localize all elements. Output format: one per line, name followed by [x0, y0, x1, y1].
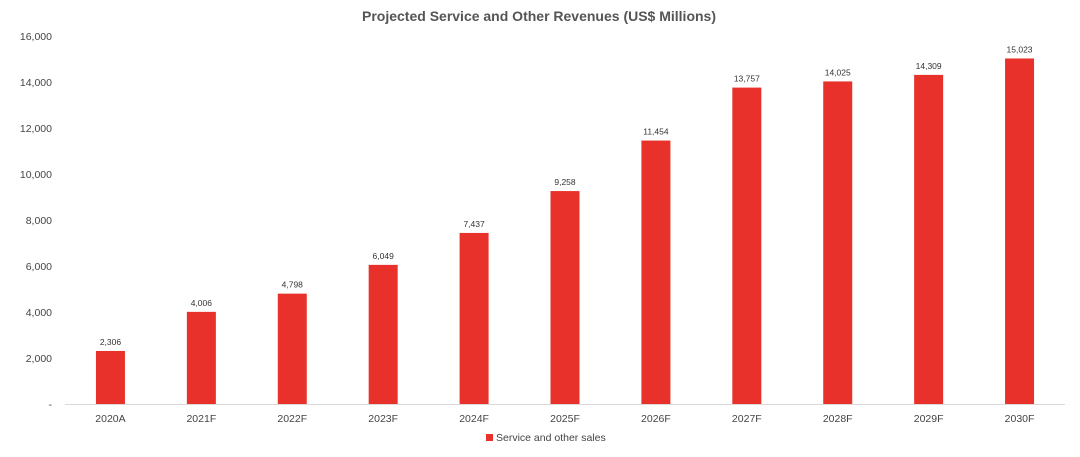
chart-title: Projected Service and Other Revenues (US…: [362, 8, 716, 24]
bar: [823, 81, 853, 405]
bar: [550, 191, 580, 404]
data-label: 15,023: [1007, 44, 1033, 54]
bar: [368, 264, 398, 404]
bars-group: 2,306 4,006 4,798 6,049 7,437 9,258 11,454 13,7…: [95, 44, 1035, 405]
y-tick-label: 6,000: [26, 261, 52, 273]
data-label: 14,025: [825, 67, 851, 77]
bar: [95, 350, 125, 404]
bar: [459, 232, 489, 404]
y-tick-label: -: [49, 399, 53, 411]
legend: Service and other sales: [486, 432, 606, 444]
x-tick-label: 2023F: [368, 413, 398, 425]
y-tick-label: 12,000: [20, 123, 52, 135]
data-label: 6,049: [373, 251, 395, 261]
y-tick-label: 10,000: [20, 169, 52, 181]
y-tick-label: 16,000: [20, 31, 52, 43]
x-axis: 2020A 2021F 2022F 2023F 2024F 2025F 2026F 2027F…: [95, 413, 1034, 425]
x-tick-label: 2021F: [186, 413, 216, 425]
y-axis: - 2,000 4,000 6,000 8,000 10,000 12,000 14,000 1…: [20, 31, 1065, 411]
bar: [641, 140, 671, 405]
data-label: 4,798: [282, 280, 304, 290]
y-tick-label: 8,000: [26, 215, 52, 227]
data-label: 4,006: [191, 298, 213, 308]
x-tick-label: 2028F: [823, 413, 853, 425]
x-tick-label: 2024F: [459, 413, 489, 425]
data-label: 9,258: [554, 177, 576, 187]
bar: [914, 74, 944, 404]
legend-label: Service and other sales: [496, 432, 606, 444]
data-label: 11,454: [643, 127, 669, 137]
data-label: 14,309: [916, 61, 942, 71]
x-tick-label: 2027F: [732, 413, 762, 425]
data-label: 13,757: [734, 74, 760, 84]
y-tick-label: 14,000: [20, 77, 52, 89]
bar: [1005, 58, 1035, 404]
x-tick-label: 2020A: [95, 413, 125, 425]
x-tick-label: 2029F: [914, 413, 944, 425]
bar: [732, 87, 762, 405]
x-tick-label: 2026F: [641, 413, 671, 425]
bar: [186, 311, 216, 404]
data-label: 7,437: [463, 219, 485, 229]
x-tick-label: 2030F: [1005, 413, 1035, 425]
y-tick-label: 2,000: [26, 353, 52, 365]
x-tick-label: 2025F: [550, 413, 580, 425]
data-label: 2,306: [100, 337, 122, 347]
bar: [277, 293, 307, 404]
legend-swatch: [486, 434, 493, 441]
y-tick-label: 4,000: [26, 307, 52, 319]
x-tick-label: 2022F: [277, 413, 307, 425]
